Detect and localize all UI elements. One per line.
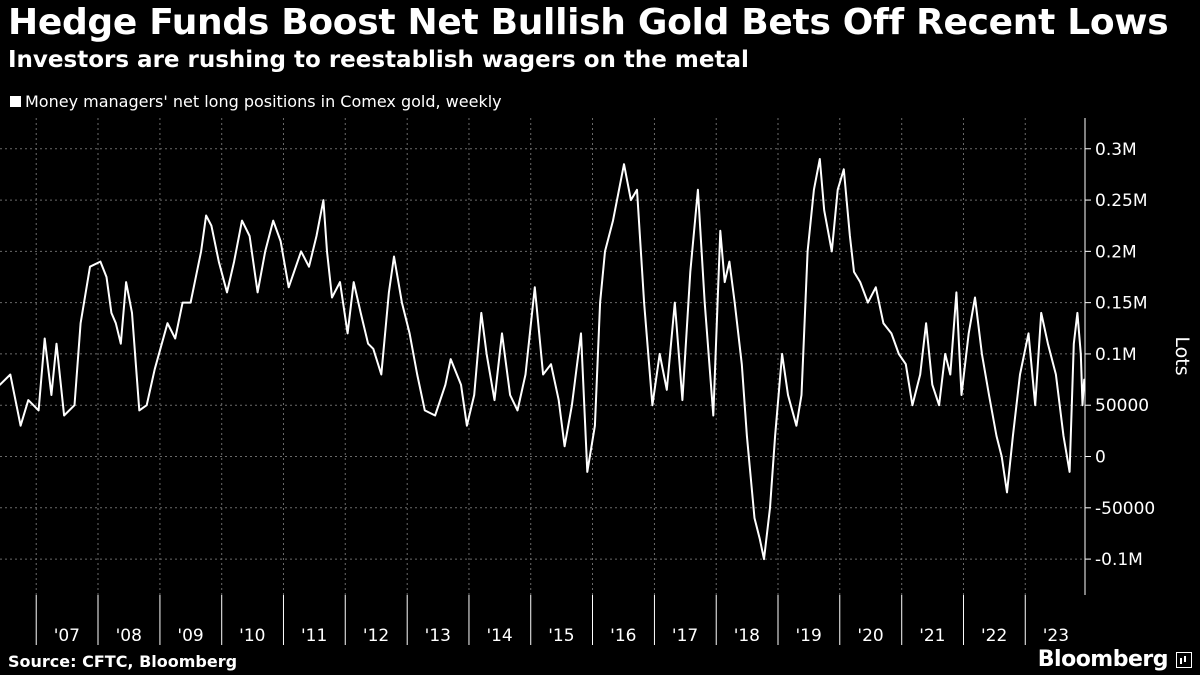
- x-tick-label: '15: [548, 626, 574, 646]
- x-tick-label: '16: [610, 626, 636, 646]
- y-tick-label: 0.1M: [1095, 345, 1137, 365]
- legend-swatch: [10, 96, 21, 107]
- y-tick-label: 0: [1095, 448, 1106, 468]
- legend-label: Money managers' net long positions in Co…: [25, 92, 502, 111]
- y-tick-label: 0.3M: [1095, 140, 1137, 160]
- x-tick-label: '20: [857, 626, 883, 646]
- y-tick-label: 0.25M: [1095, 191, 1148, 211]
- x-tick-label: '23: [1043, 626, 1069, 646]
- x-tick-label: '11: [301, 626, 327, 646]
- chart-subtitle: Investors are rushing to reestablish wag…: [8, 47, 749, 73]
- x-tick-label: '22: [981, 626, 1007, 646]
- x-tick-label: '14: [486, 626, 512, 646]
- series-line: [0, 158, 1086, 561]
- y-tick-label: 0.15M: [1095, 294, 1148, 314]
- grid: [0, 118, 1085, 595]
- y-tick-label: 0.2M: [1095, 242, 1137, 262]
- x-tick-label: '13: [425, 626, 451, 646]
- x-tick-label: '07: [54, 626, 80, 646]
- axes: 0.3M 0.25M 0.2M 0.15M 0.1M 50000 0 -50000 -0.1M '…: [35, 118, 1155, 646]
- x-tick-label: '09: [177, 626, 203, 646]
- x-tick-label: '10: [239, 626, 265, 646]
- x-tick-label: '08: [116, 626, 142, 646]
- bloomberg-chart-icon: [1176, 651, 1192, 668]
- x-tick-label: '19: [795, 626, 821, 646]
- x-tick-label: '17: [672, 626, 698, 646]
- brand-label: Bloomberg: [1037, 647, 1169, 672]
- bloomberg-logo: Bloomberg: [1038, 647, 1192, 672]
- y-tick-label: 50000: [1095, 396, 1149, 416]
- y-tick-label: -0.1M: [1095, 550, 1143, 570]
- x-tick-label: '12: [363, 626, 389, 646]
- y-tick-label: -50000: [1095, 499, 1155, 519]
- chart-title: Hedge Funds Boost Net Bullish Gold Bets …: [8, 2, 1169, 43]
- legend: Money managers' net long positions in Co…: [10, 92, 502, 111]
- source-note: Source: CFTC, Bloomberg: [8, 652, 238, 671]
- y-axis-label: Lots: [1171, 336, 1193, 375]
- series-layer: [0, 158, 1086, 561]
- x-tick-label: '21: [919, 626, 945, 646]
- x-tick-label: '18: [734, 626, 760, 646]
